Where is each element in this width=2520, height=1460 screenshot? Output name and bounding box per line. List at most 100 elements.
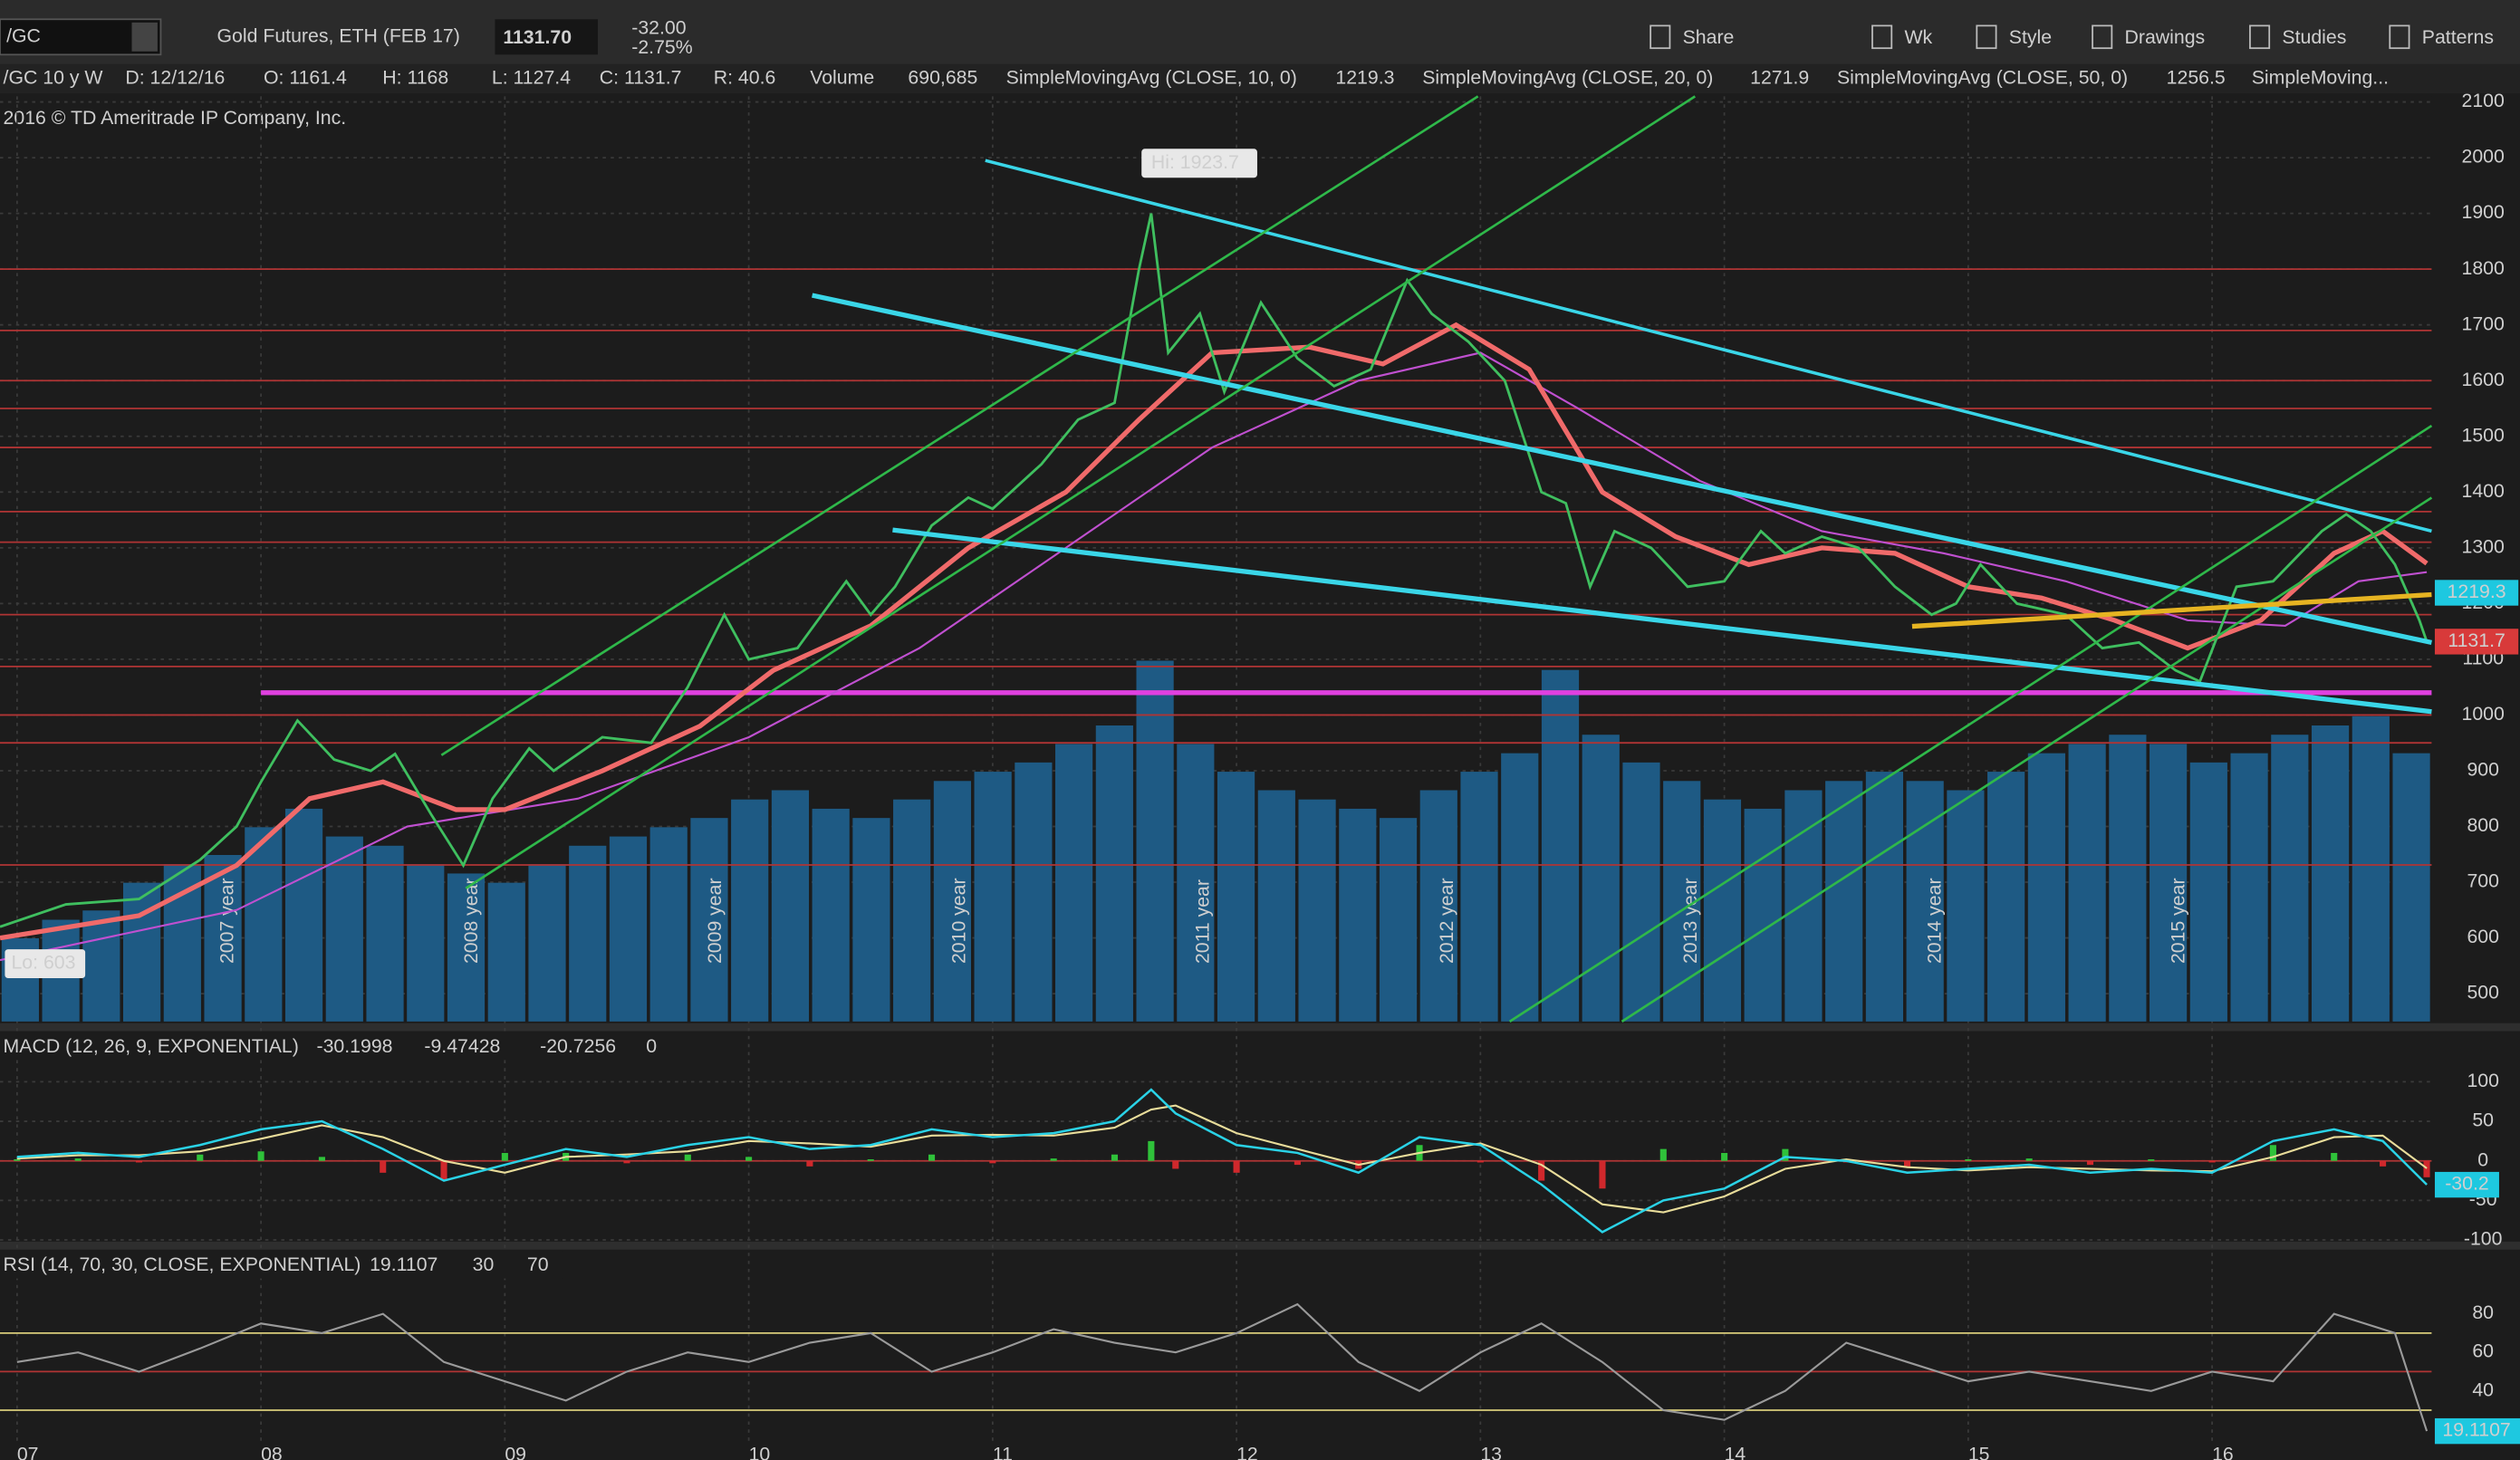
info-item: C: 1131.7 (600, 67, 682, 89)
info-item: R: 40.6 (714, 67, 776, 89)
macd-histogram-bar (2208, 1160, 2216, 1163)
volume-bar (2230, 753, 2268, 1022)
y-tick-label: 0 (2477, 1148, 2488, 1170)
x-tick-label: 10 (749, 1443, 771, 1460)
macd-histogram-bar (928, 1154, 936, 1161)
macd-histogram-bar (318, 1157, 325, 1161)
x-tick-label: 12 (1236, 1443, 1258, 1460)
toolbar (0, 0, 2520, 64)
toolbar-button[interactable]: Wk (1904, 26, 1932, 48)
y-tick-label: 500 (2467, 982, 2498, 1004)
y-tick-label: 800 (2467, 814, 2498, 836)
macd-histogram-bar (1111, 1154, 1119, 1161)
lo-box (5, 949, 86, 978)
toolbar-button-icon[interactable] (1871, 24, 1893, 50)
info-item: 690,685 (908, 67, 977, 89)
year-label: 2009 year (704, 878, 726, 964)
macd-histogram-bar (2331, 1152, 2338, 1161)
volume-bar (1825, 781, 1863, 1022)
volume-bar (82, 910, 120, 1022)
header-bg (0, 1251, 563, 1279)
rsi-header: 70 (527, 1253, 549, 1275)
info-bar-cover (0, 63, 2520, 93)
y-tick-label: 1900 (2462, 201, 2505, 223)
macd-histogram-bar (867, 1158, 874, 1161)
volume-bar (852, 818, 890, 1022)
toolbar-button[interactable]: Patterns (2422, 26, 2494, 48)
info-item: 1256.5 (2167, 67, 2226, 89)
macd-histogram-bar (1903, 1160, 1911, 1167)
volume-bar (1541, 669, 1580, 1022)
volume-bar (731, 799, 769, 1022)
volume-bar (122, 882, 161, 1022)
year-label: 2012 year (1436, 878, 1457, 964)
sma50-line (0, 351, 2428, 962)
volume-bar (1622, 762, 1660, 1022)
volume-bar (2392, 753, 2430, 1022)
volume-bar (1987, 772, 2025, 1022)
toolbar-button[interactable]: Share (1683, 26, 1735, 48)
panel-separator (0, 1023, 2520, 1032)
hi-label: Hi: 1923.7 (1151, 151, 1239, 173)
toolbar-button-icon[interactable] (1650, 24, 1671, 50)
year-label: 2008 year (460, 878, 482, 964)
trendline (1621, 496, 2433, 1023)
toolbar-button-icon[interactable] (2092, 24, 2113, 50)
y-tick-label: 60 (2472, 1340, 2494, 1362)
macd-histogram-bar (380, 1160, 387, 1173)
trendline (440, 95, 1479, 756)
x-tick-label: 11 (993, 1443, 1013, 1460)
volume-bar (528, 864, 566, 1022)
macd-tag-label: -30.2 (2445, 1173, 2488, 1195)
toolbar-button[interactable]: Style (2009, 26, 2052, 48)
macd-histogram-bar (14, 1158, 21, 1161)
y-tick-label: 50 (2472, 1109, 2494, 1131)
volume-bar (1906, 781, 1944, 1022)
header-bg (0, 1033, 676, 1061)
macd-value-line (16, 1088, 2428, 1234)
y-tick-label: 80 (2472, 1302, 2494, 1323)
change: -32.00 (631, 17, 686, 39)
macd-histogram-bar (440, 1160, 447, 1181)
toolbar-button-icon[interactable] (2249, 24, 2271, 50)
volume-bar (2068, 744, 2106, 1022)
x-tick-label: 13 (1480, 1443, 1502, 1460)
volume-bar (1217, 772, 1255, 1022)
lo-label: Lo: 603 (11, 952, 75, 974)
macd-histogram-bar (1294, 1160, 1301, 1166)
y-tick-label: 700 (2467, 870, 2498, 892)
info-item: SimpleMoving... (2252, 67, 2389, 89)
macd-histogram-bar (806, 1160, 813, 1167)
volume-bar (2311, 725, 2350, 1022)
x-tick-label: 15 (1968, 1443, 1990, 1460)
toolbar-button[interactable]: Studies (2282, 26, 2346, 48)
symbol-dropdown[interactable] (131, 22, 158, 52)
rsi-header: 19.1107 (370, 1253, 438, 1275)
last-box (495, 19, 599, 55)
y-tick-label: 2000 (2462, 146, 2505, 168)
price-axis (2431, 96, 2520, 1460)
volume-bar (1419, 790, 1457, 1022)
description: Gold Futures, ETH (FEB 17) (217, 24, 460, 46)
volume-bar (245, 827, 283, 1022)
volume-bar (366, 845, 404, 1022)
y-tick-label: 900 (2467, 759, 2498, 781)
y-tick-label: 1700 (2462, 312, 2505, 334)
toolbar-button-icon[interactable] (2389, 24, 2410, 50)
y-tick-label: 1600 (2462, 369, 2505, 390)
volume-bar (447, 873, 486, 1022)
trendline (1911, 591, 2432, 629)
toolbar-button[interactable]: Drawings (2125, 26, 2206, 48)
toolbar-button-icon[interactable] (1976, 24, 1997, 50)
volume-bar (1744, 808, 1782, 1022)
volume-bar (1379, 818, 1418, 1022)
y-tick-label: 2100 (2462, 90, 2505, 111)
info-item: /GC 10 y W (4, 67, 103, 89)
macd-histogram-bar (2423, 1160, 2430, 1177)
price-tag-label: 1131.7 (2448, 629, 2505, 651)
year-label: 2014 year (1923, 878, 1945, 964)
volume-bar (2352, 716, 2390, 1022)
macd-header: 0 (646, 1035, 657, 1057)
trendline (985, 158, 2432, 533)
